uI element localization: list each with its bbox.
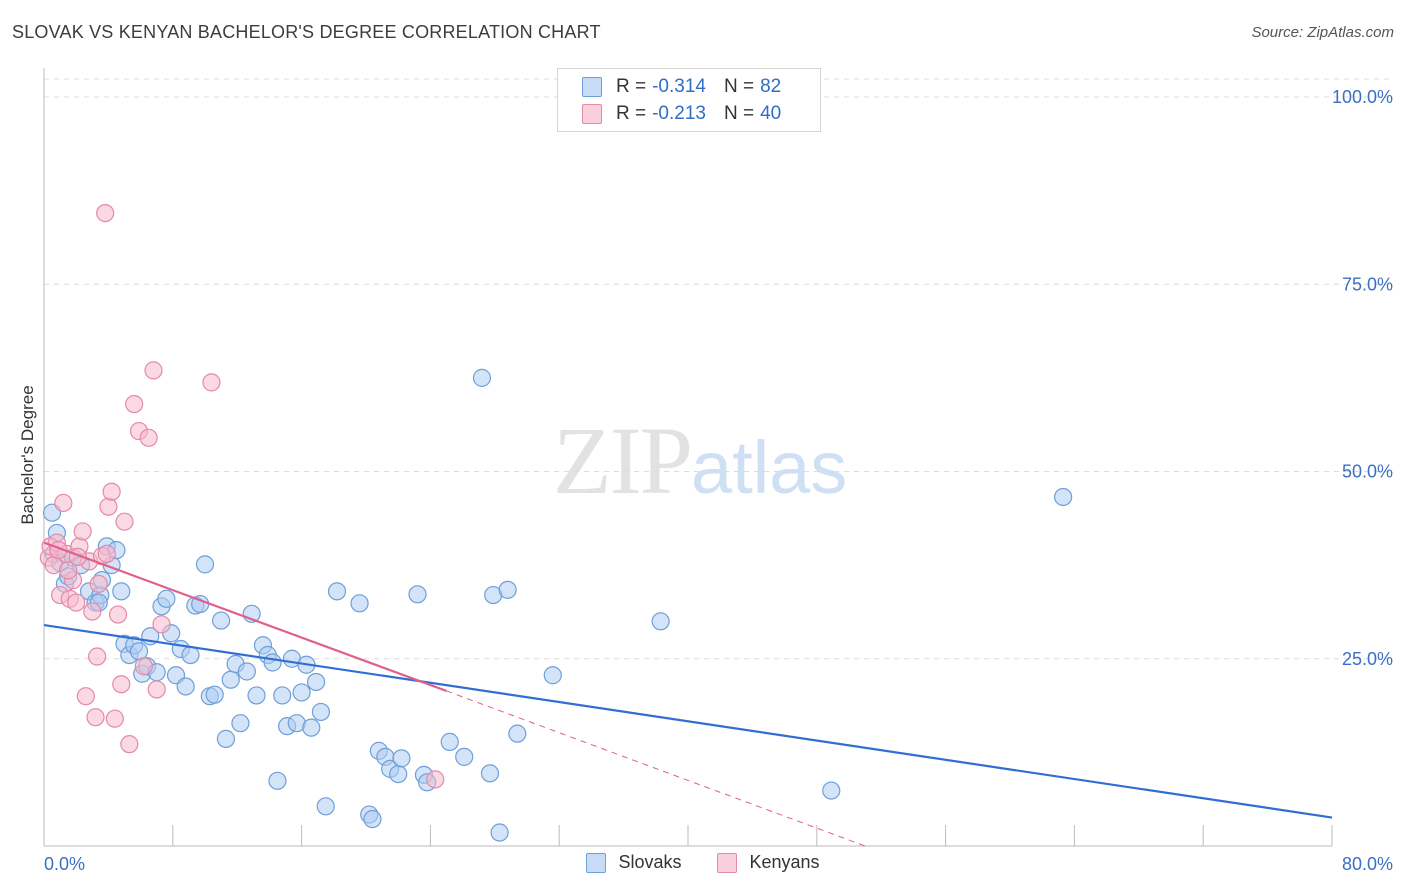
slovak-point bbox=[508, 724, 527, 743]
kenyan-point bbox=[134, 657, 153, 676]
slovak-point bbox=[263, 653, 282, 672]
y-axis-label: Bachelor's Degree bbox=[18, 385, 37, 525]
slovak-point bbox=[306, 672, 326, 692]
legend-r-label: R = bbox=[616, 76, 647, 97]
slovak-point bbox=[363, 809, 382, 829]
kenyan-point bbox=[147, 680, 166, 699]
kenyan-point bbox=[144, 361, 163, 380]
kenyan-point bbox=[102, 482, 121, 501]
kenyan-point bbox=[59, 561, 78, 580]
x-tick-label-max: 80.0% bbox=[1342, 854, 1393, 874]
y-tick-label: 75.0% bbox=[1342, 274, 1393, 294]
legend-n-label: N = bbox=[723, 76, 755, 97]
slovak-point bbox=[292, 683, 311, 702]
x-tick-label-min: 0.0% bbox=[44, 854, 85, 874]
slovak-trend-line bbox=[43, 623, 1333, 819]
slovak-point bbox=[216, 729, 236, 748]
slovak-point bbox=[302, 718, 321, 737]
slovak-point bbox=[1054, 487, 1073, 507]
slovak-point bbox=[651, 612, 670, 631]
kenyan-trend-line bbox=[43, 541, 447, 692]
kenyan-point bbox=[112, 675, 131, 694]
legend-n-value-slovaks: 82 bbox=[760, 76, 782, 97]
slovak-point bbox=[157, 589, 176, 608]
legend-r-value-slovaks: -0.314 bbox=[652, 76, 706, 97]
kenyan-point bbox=[83, 602, 102, 621]
kenyan-point bbox=[108, 605, 128, 624]
slovak-point bbox=[498, 580, 517, 599]
kenyan-point bbox=[202, 373, 221, 392]
slovak-point bbox=[316, 797, 335, 816]
series-legend-kenyans[interactable]: Kenyans bbox=[717, 852, 820, 873]
kenyan-point bbox=[152, 615, 171, 634]
slovak-point bbox=[176, 677, 195, 696]
slovak-point bbox=[268, 771, 287, 790]
y-tick-label: 50.0% bbox=[1342, 462, 1393, 482]
slovak-point bbox=[311, 702, 331, 722]
slovak-point bbox=[181, 645, 200, 665]
legend-n-label: N = bbox=[723, 103, 755, 124]
slovak-point bbox=[112, 582, 131, 601]
slovak-point bbox=[543, 666, 562, 685]
slovak-point bbox=[408, 585, 427, 604]
kenyan-point bbox=[139, 428, 158, 447]
kenyan-point bbox=[97, 544, 116, 563]
slovak-point bbox=[822, 781, 841, 800]
slovak-point bbox=[480, 764, 500, 783]
slovak-point bbox=[195, 555, 215, 574]
kenyan-point bbox=[89, 574, 108, 593]
series-label-slovaks: Slovaks bbox=[618, 852, 682, 872]
series-label-kenyans: Kenyans bbox=[749, 852, 820, 872]
correlation-legend: R = -0.314 N = 82 R = -0.213 N = 40 bbox=[557, 68, 821, 132]
slovak-point bbox=[327, 582, 347, 601]
kenyan-point bbox=[125, 394, 144, 414]
slovak-point bbox=[231, 714, 250, 733]
watermark-atlas: atlas bbox=[691, 426, 848, 509]
slovak-point bbox=[392, 749, 411, 768]
kenyan-point bbox=[96, 203, 115, 223]
kenyan-point bbox=[120, 735, 139, 754]
series-swatch-kenyans bbox=[717, 852, 738, 873]
watermark: ZIPatlas bbox=[553, 405, 847, 516]
kenyan-point bbox=[67, 593, 86, 612]
y-tick-label: 25.0% bbox=[1342, 649, 1393, 669]
source-label: Source: ZipAtlas.com bbox=[1251, 24, 1394, 41]
slovak-point bbox=[247, 686, 266, 705]
series-legend: Slovaks Kenyans bbox=[0, 852, 1406, 873]
kenyan-point bbox=[115, 512, 134, 531]
kenyan-point bbox=[76, 687, 95, 706]
legend-row-kenyans: R = -0.213 N = 40 bbox=[582, 102, 781, 126]
kenyan-point bbox=[426, 770, 445, 789]
slovak-point bbox=[440, 732, 459, 751]
slovak-point bbox=[350, 594, 369, 613]
legend-n-value-kenyans: 40 bbox=[760, 103, 782, 124]
slovak-point bbox=[490, 823, 509, 842]
slovak-point bbox=[205, 685, 224, 704]
slovak-point bbox=[389, 764, 408, 784]
kenyan-point bbox=[105, 709, 124, 728]
chart-title: SLOVAK VS KENYAN BACHELOR'S DEGREE CORRE… bbox=[12, 22, 601, 42]
kenyan-trend-line-extension bbox=[446, 690, 866, 847]
kenyan-point bbox=[88, 647, 107, 666]
series-swatch-slovaks bbox=[586, 852, 607, 873]
slovak-point bbox=[212, 611, 231, 630]
kenyan-point bbox=[54, 493, 73, 513]
slovak-point bbox=[273, 686, 292, 705]
legend-r-value-kenyans: -0.213 bbox=[652, 103, 706, 124]
legend-r-label: R = bbox=[616, 103, 647, 124]
kenyan-point bbox=[86, 708, 105, 727]
legend-swatch-slovaks bbox=[582, 77, 602, 97]
y-tick-label: 100.0% bbox=[1332, 87, 1393, 107]
slovak-point bbox=[221, 670, 240, 689]
watermark-zip: ZIP bbox=[553, 407, 693, 514]
legend-row-slovaks: R = -0.314 N = 82 bbox=[582, 75, 781, 99]
legend-swatch-kenyans bbox=[582, 104, 602, 124]
slovak-point bbox=[237, 662, 256, 681]
kenyan-point bbox=[73, 522, 92, 541]
slovak-point bbox=[455, 747, 474, 766]
kenyan-point bbox=[99, 497, 118, 516]
slovak-point bbox=[472, 368, 492, 387]
series-legend-slovaks[interactable]: Slovaks bbox=[586, 852, 681, 873]
